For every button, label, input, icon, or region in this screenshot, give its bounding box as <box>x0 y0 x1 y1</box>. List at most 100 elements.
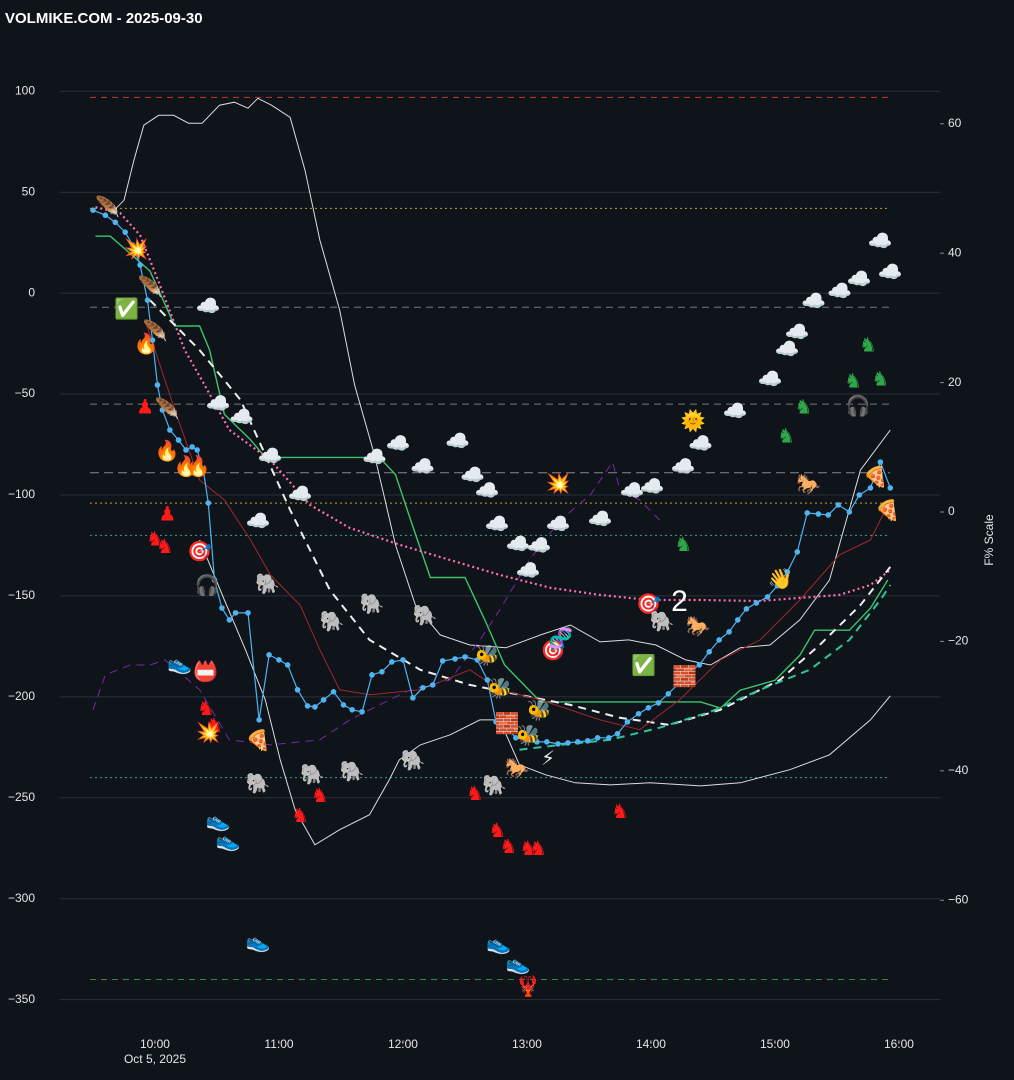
data-point <box>154 382 161 388</box>
y2-tick-label: −20 <box>948 634 969 648</box>
data-point <box>167 427 173 433</box>
annotation: 🐝 <box>516 724 541 747</box>
data-point <box>90 207 96 213</box>
annotation: ☁️ <box>516 560 541 582</box>
x-tick-label: 10:00 <box>140 1037 170 1051</box>
annotation: 🐝 <box>487 677 512 700</box>
data-point <box>774 583 781 589</box>
annotation: ♞ <box>611 801 629 823</box>
annotation: 🐎 <box>505 757 530 780</box>
annotation: 🎯 <box>541 639 566 662</box>
annotation: 🔥 <box>186 454 211 478</box>
data-point <box>294 686 301 693</box>
annotation: 🪶 <box>138 274 163 298</box>
annotation: 🪶 <box>155 396 180 420</box>
data-point <box>675 681 682 687</box>
x-tick-label: 14:00 <box>636 1037 666 1051</box>
x-tick-label: 11:00 <box>264 1037 293 1051</box>
data-point <box>369 672 375 678</box>
annotation: ☁️ <box>688 433 713 455</box>
annotation: 🍕 <box>863 464 888 488</box>
series-line <box>95 206 891 603</box>
data-point <box>534 739 540 745</box>
data-point <box>349 706 355 713</box>
annotation: 👟 <box>216 830 241 852</box>
data-point <box>645 704 652 711</box>
annotation: 2 <box>671 585 688 618</box>
data-point <box>112 219 119 226</box>
annotation: 🐘 <box>320 610 345 633</box>
annotation: ☁️ <box>196 295 221 317</box>
annotation: ☁️ <box>258 445 283 467</box>
data-point <box>340 702 347 708</box>
y2-tick-label: 20 <box>948 375 962 389</box>
data-point <box>665 691 672 697</box>
y-tick-label: −150 <box>8 588 35 602</box>
data-point <box>245 610 251 616</box>
annotation: 🍕 <box>245 728 270 752</box>
annotation: ☁️ <box>288 483 313 505</box>
y2-axis-label: F% Scale <box>982 514 996 566</box>
data-point <box>232 610 239 616</box>
annotation: ♞ <box>488 820 506 842</box>
annotation: 🐘 <box>482 774 507 797</box>
data-point <box>513 735 519 741</box>
y-tick-label: 100 <box>15 83 35 97</box>
data-point <box>205 500 212 506</box>
data-point <box>122 229 129 235</box>
data-point <box>635 711 642 717</box>
annotation: 🔥 <box>134 331 159 355</box>
data-point <box>194 447 200 453</box>
data-point <box>696 662 703 668</box>
y-tick-label: 0 <box>28 285 35 299</box>
annotation: 🍕 <box>875 498 900 522</box>
annotation: ☁️ <box>485 513 510 535</box>
data-point <box>565 740 571 746</box>
annotation: ⚡ <box>541 748 555 770</box>
data-point <box>606 735 612 741</box>
series-line <box>92 460 660 746</box>
data-point <box>555 741 561 747</box>
annotation: 🧬 <box>548 626 573 650</box>
y-tick-label: −100 <box>8 487 35 501</box>
annotation: 🌞 <box>681 408 706 432</box>
data-point <box>493 719 499 725</box>
y-tick-label: −350 <box>8 992 35 1006</box>
data-point <box>144 297 151 303</box>
annotation: 👟 <box>245 931 270 953</box>
data-point <box>743 606 750 612</box>
annotation: ♞ <box>206 715 224 737</box>
x-tick-label: 13:00 <box>512 1037 542 1051</box>
data-point <box>189 444 195 450</box>
x-date-label: Oct 5, 2025 <box>124 1052 186 1066</box>
annotation: ♞ <box>844 370 862 392</box>
annotation: 🐘 <box>255 572 280 595</box>
data-point <box>815 511 822 517</box>
data-point <box>137 262 143 268</box>
annotation: ♞ <box>777 425 795 447</box>
annotation: ☁️ <box>723 400 748 422</box>
data-point <box>256 717 262 723</box>
annotation: ♞ <box>466 783 484 805</box>
annotation: 🎯 <box>636 592 661 615</box>
annotation: 🪶 <box>95 194 120 218</box>
annotation: 🧱 <box>672 664 697 688</box>
data-point <box>575 739 581 745</box>
data-point <box>304 703 311 709</box>
data-point <box>706 649 713 655</box>
annotation: ☁️ <box>620 480 645 502</box>
annotation: ☁️ <box>206 393 231 415</box>
y2-tick-label: 60 <box>948 116 962 130</box>
annotation: 🦞 <box>516 974 541 998</box>
y-tick-label: −200 <box>8 689 35 703</box>
series-line <box>95 235 889 709</box>
annotation: 👟 <box>486 933 511 955</box>
annotation: 🧱 <box>495 711 520 735</box>
data-point <box>276 657 282 663</box>
data-point <box>846 509 853 515</box>
annotation: ♞ <box>156 536 174 558</box>
data-point <box>219 605 225 611</box>
annotation: 🐘 <box>413 604 438 627</box>
annotation: ♞ <box>795 396 813 418</box>
annotation: ♞ <box>197 698 215 720</box>
